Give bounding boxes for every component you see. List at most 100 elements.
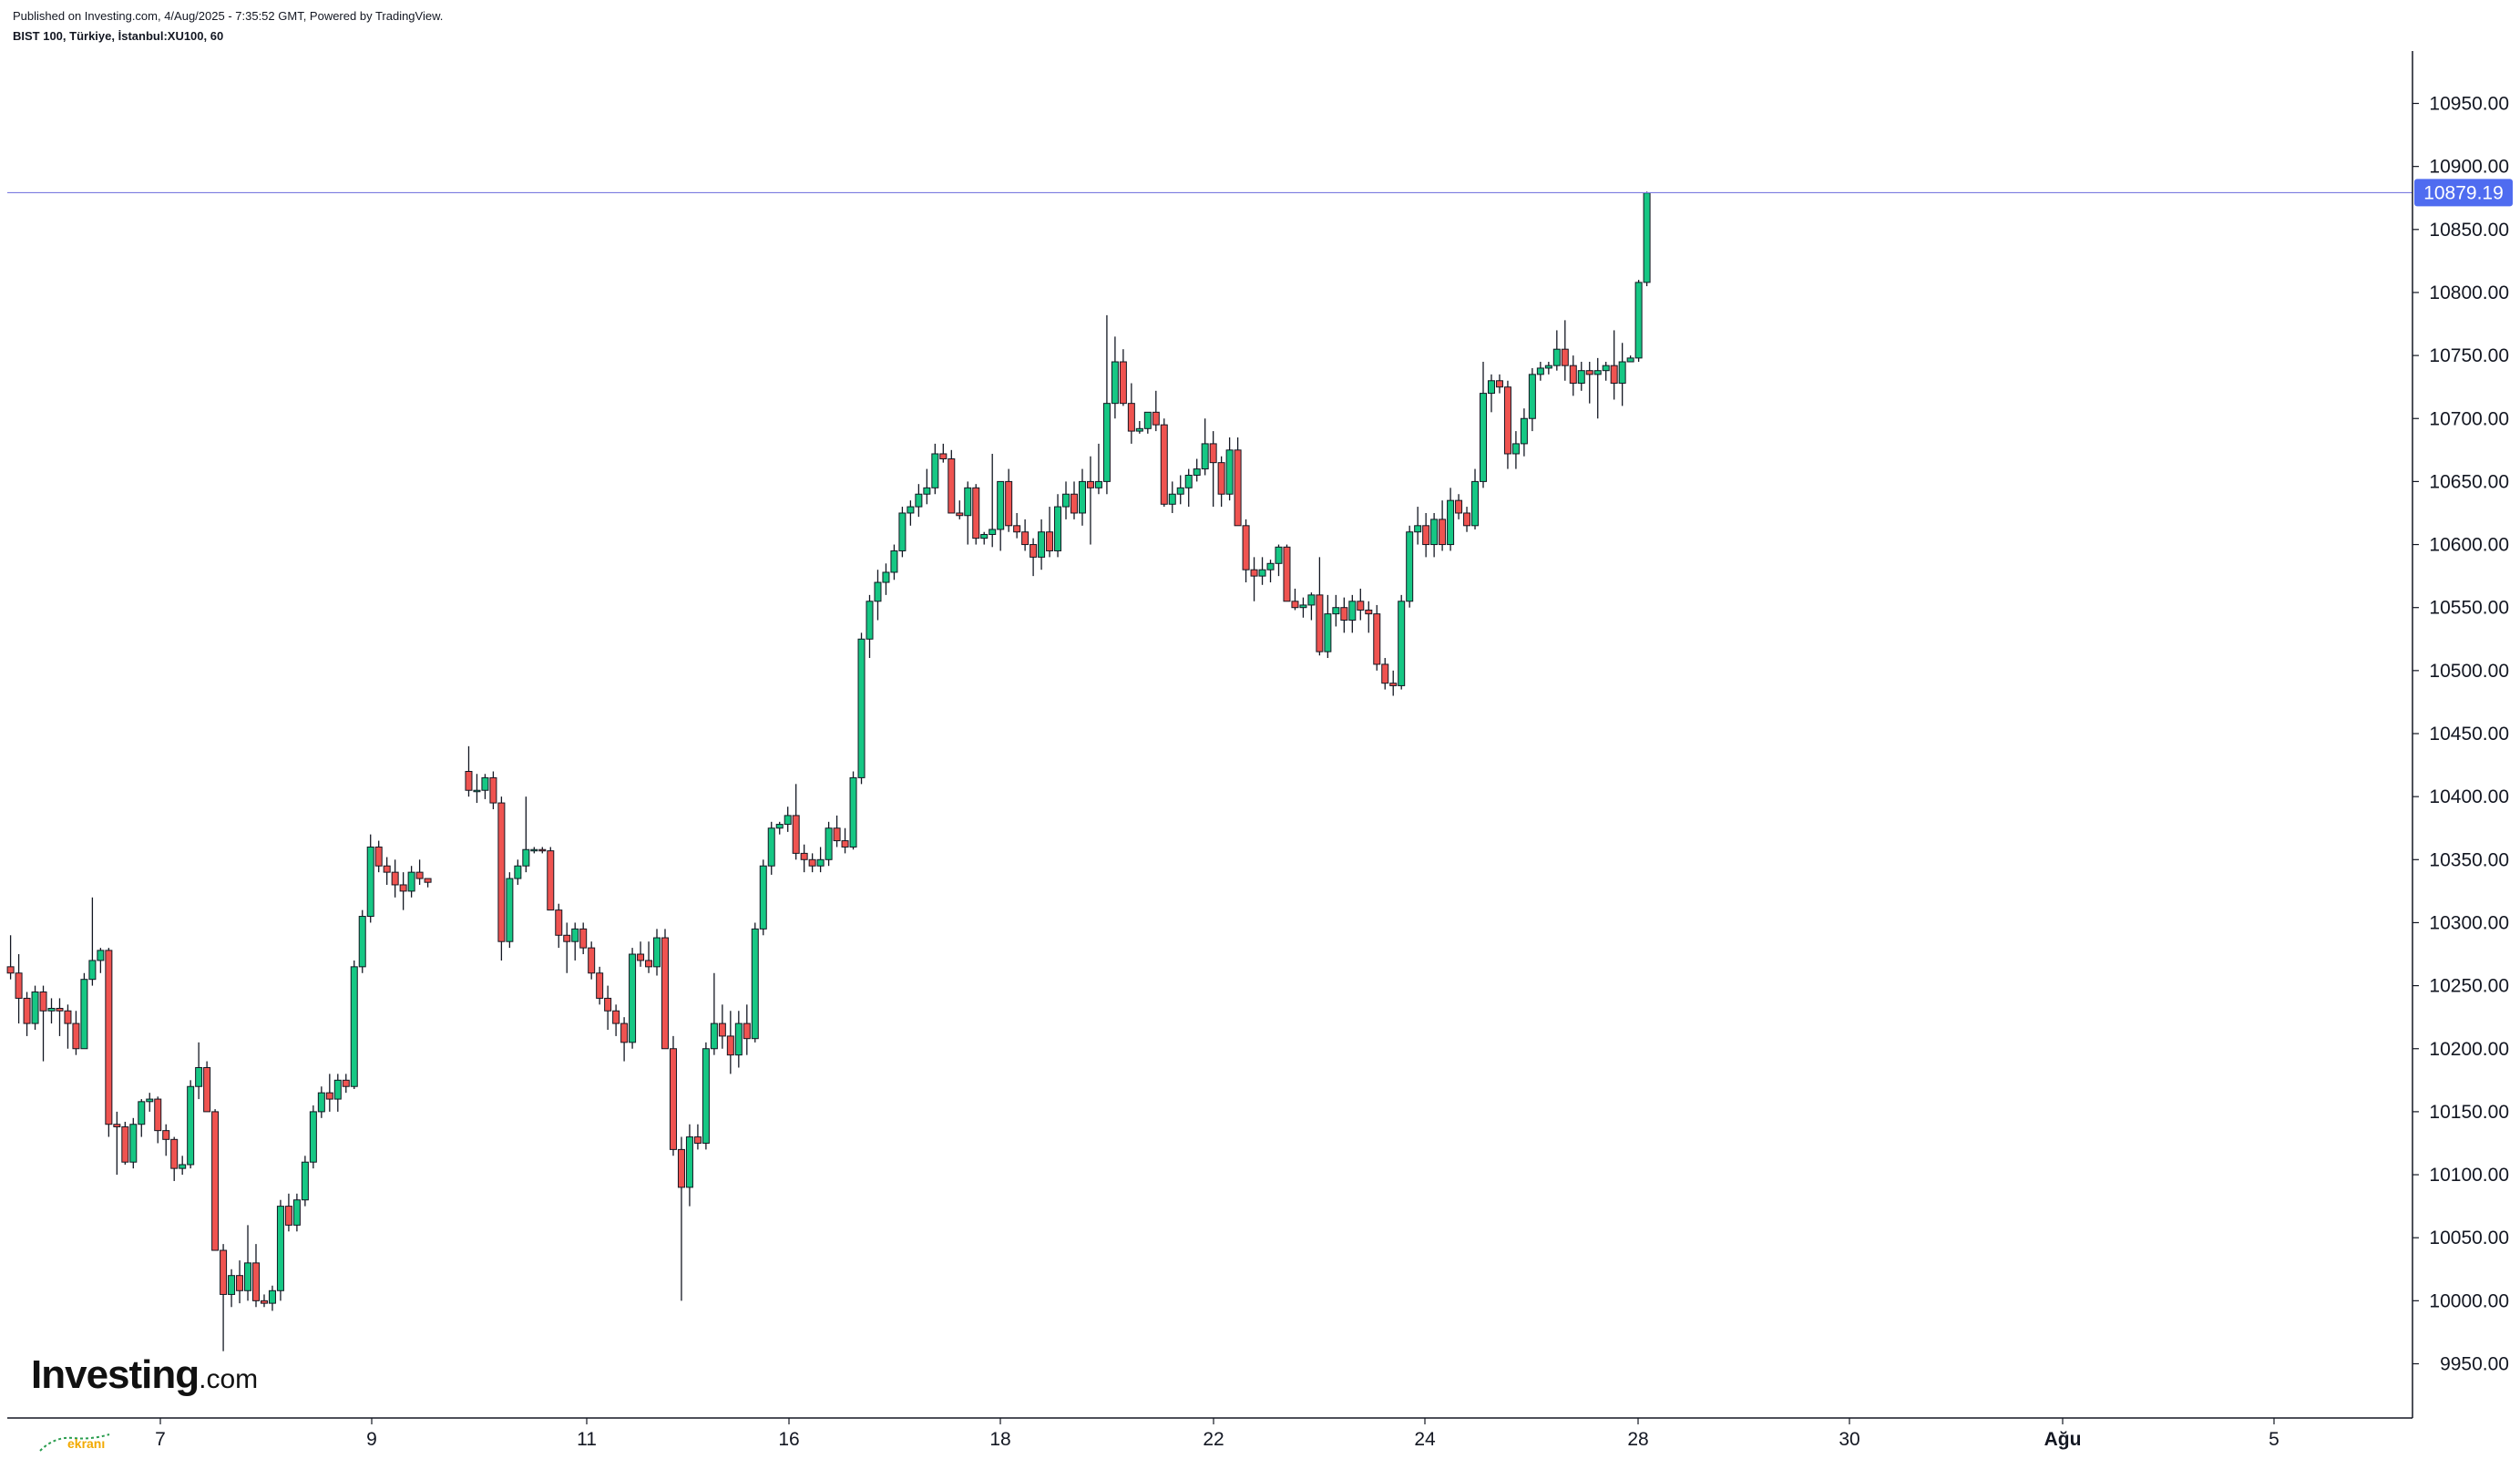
candle: [113, 1111, 121, 1176]
candle: [1528, 367, 1536, 432]
candle: [1414, 507, 1422, 545]
candle-body-down: [15, 972, 23, 999]
y-tick-label: 10700.00: [2429, 408, 2509, 429]
candle: [1078, 468, 1086, 526]
candle-body-down: [800, 852, 808, 860]
candle-body-down: [1209, 443, 1217, 464]
candle: [1209, 431, 1217, 508]
candle-body-down: [1250, 569, 1258, 577]
candle: [751, 922, 759, 1043]
candle-body-down: [1340, 607, 1348, 622]
candle-body-up: [997, 480, 1005, 530]
y-tick-label: 10750.00: [2429, 345, 2509, 366]
candle-body-down: [1389, 683, 1398, 686]
candle: [1275, 544, 1283, 577]
candle: [1618, 343, 1626, 406]
candle: [514, 859, 522, 885]
published-note: Published on Investing.com, 4/Aug/2025 -…: [13, 9, 444, 23]
candle: [47, 998, 56, 1024]
candle-body-down: [1013, 525, 1021, 533]
candle-body-up: [146, 1098, 154, 1103]
candle: [645, 941, 653, 973]
candle: [333, 1074, 342, 1112]
candle: [1520, 408, 1528, 457]
candle-body-up: [1054, 506, 1062, 551]
candle-body-down: [72, 1022, 80, 1050]
candle: [710, 972, 718, 1055]
candle-body-down: [56, 1007, 64, 1012]
candle-body-down: [1030, 544, 1038, 558]
candle-body-down: [645, 960, 653, 968]
candle-body-down: [1005, 480, 1013, 527]
candle-body-down: [252, 1262, 260, 1301]
y-tick-label: 10150.00: [2429, 1102, 2509, 1123]
candle: [637, 941, 645, 967]
x-axis[interactable]: 7 9 11 16 18 22 24 28 30 Ağu 5: [155, 1418, 2279, 1450]
candle-body-up: [1602, 365, 1610, 372]
candle: [1480, 362, 1487, 488]
candle: [1593, 357, 1602, 419]
candle-body-up: [350, 966, 358, 1087]
candle-body-down: [465, 770, 473, 791]
candle: [1250, 557, 1258, 601]
candle-body-down: [391, 871, 399, 886]
candle-body-up: [179, 1164, 187, 1169]
candle-body-up: [187, 1085, 195, 1166]
candle-body-down: [637, 953, 645, 961]
candle: [849, 771, 857, 850]
candle-body-down: [1160, 424, 1168, 505]
candle: [629, 948, 637, 1049]
candle: [915, 484, 923, 518]
candle-body-up: [80, 979, 88, 1050]
candle-body-down: [325, 1092, 333, 1100]
candle: [800, 844, 808, 873]
candle-body-up: [1520, 417, 1528, 445]
candle-body-up: [1062, 493, 1070, 508]
candle-body-down: [579, 928, 588, 949]
candle-body-up: [1176, 487, 1184, 495]
y-axis[interactable]: 9950.00 10000.00 10050.00 10100.00 10150.00 1…: [2412, 94, 2509, 1375]
candle-body-down: [948, 458, 956, 514]
candle: [1447, 488, 1455, 551]
y-tick-label: 10350.00: [2429, 849, 2509, 870]
candle: [1119, 349, 1127, 406]
candle: [1291, 588, 1299, 611]
candle-body-up: [88, 960, 97, 981]
candle-body-up: [874, 581, 882, 602]
candle-body-up: [1307, 594, 1316, 606]
candle-body-down: [1217, 462, 1225, 495]
candle-body-down: [1373, 613, 1381, 665]
candle-body-down: [547, 850, 555, 911]
candle: [579, 922, 588, 955]
candle-body-up: [898, 512, 907, 551]
candle: [530, 847, 538, 854]
candle: [1217, 456, 1225, 508]
candle: [677, 1136, 685, 1301]
y-tick-label: 10100.00: [2429, 1165, 2509, 1186]
candle: [1463, 507, 1471, 532]
candle: [1193, 458, 1201, 482]
candle: [88, 897, 97, 986]
candle: [1536, 362, 1544, 381]
candle: [1357, 588, 1365, 621]
candle-body-up: [1168, 493, 1176, 505]
candle-body-up: [1201, 443, 1209, 470]
candle: [260, 1294, 268, 1308]
candle: [1086, 456, 1094, 545]
candle-body-up: [784, 815, 792, 826]
candle-body-up: [775, 824, 784, 829]
candle: [292, 1193, 301, 1232]
candle: [964, 481, 972, 545]
y-tick-label: 10400.00: [2429, 786, 2509, 807]
candle-body-up: [1480, 393, 1487, 482]
candle: [195, 1042, 203, 1100]
candle-body-up: [1184, 474, 1193, 488]
candle-body-down: [693, 1136, 702, 1144]
candle: [816, 847, 825, 873]
candle: [775, 821, 784, 835]
candle-body-up: [1430, 519, 1439, 546]
candle-body-up: [571, 928, 579, 942]
candle-body-up: [1193, 468, 1201, 476]
candle-body-down: [726, 1035, 734, 1056]
